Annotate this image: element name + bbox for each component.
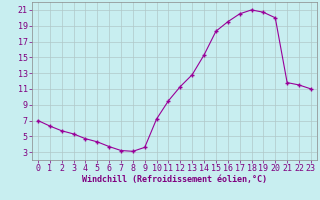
X-axis label: Windchill (Refroidissement éolien,°C): Windchill (Refroidissement éolien,°C) (82, 175, 267, 184)
